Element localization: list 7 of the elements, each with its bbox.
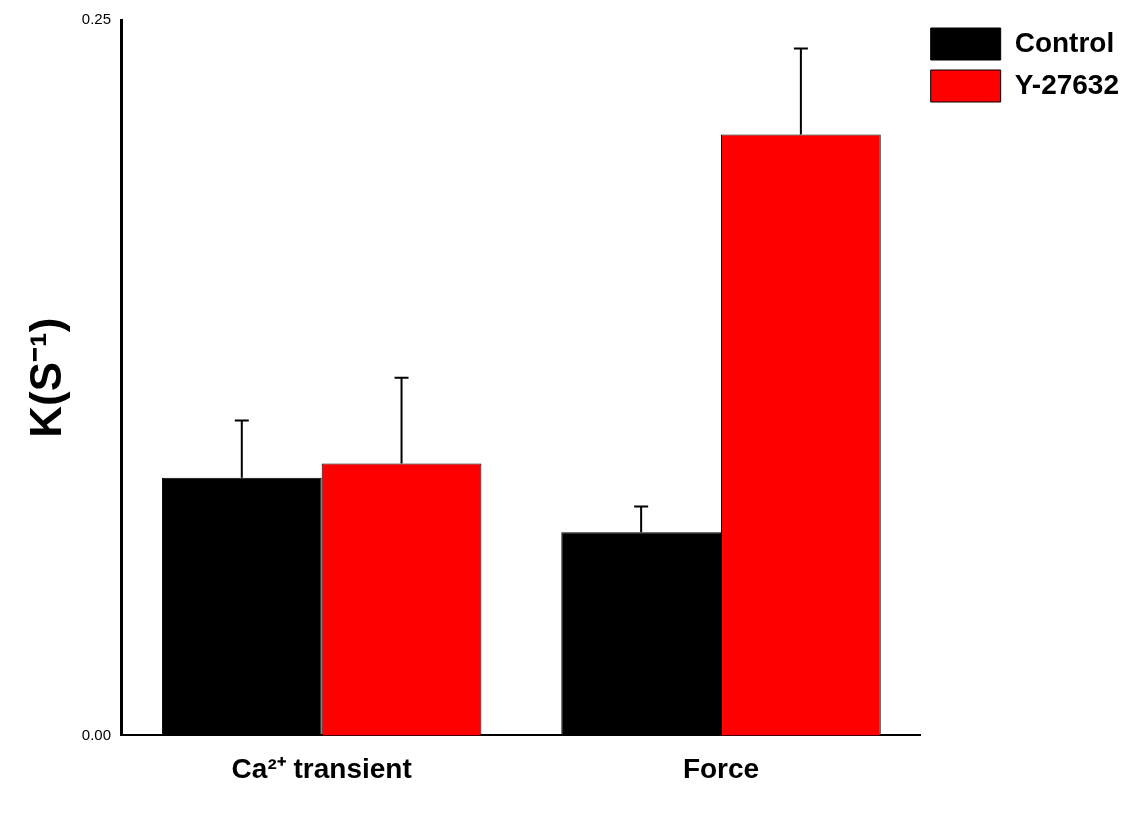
legend-label: Y-27632 bbox=[1014, 68, 1120, 100]
legend-label: Control bbox=[1014, 26, 1115, 58]
y-tick-label: 0.00 bbox=[81, 725, 111, 743]
y-axis-title: K(S⁻¹) bbox=[20, 317, 70, 438]
y-tick-label: 0.25 bbox=[81, 10, 111, 28]
x-tick-label: Force bbox=[682, 752, 760, 784]
x-tick-label: Ca²⁺ transient bbox=[231, 752, 412, 784]
